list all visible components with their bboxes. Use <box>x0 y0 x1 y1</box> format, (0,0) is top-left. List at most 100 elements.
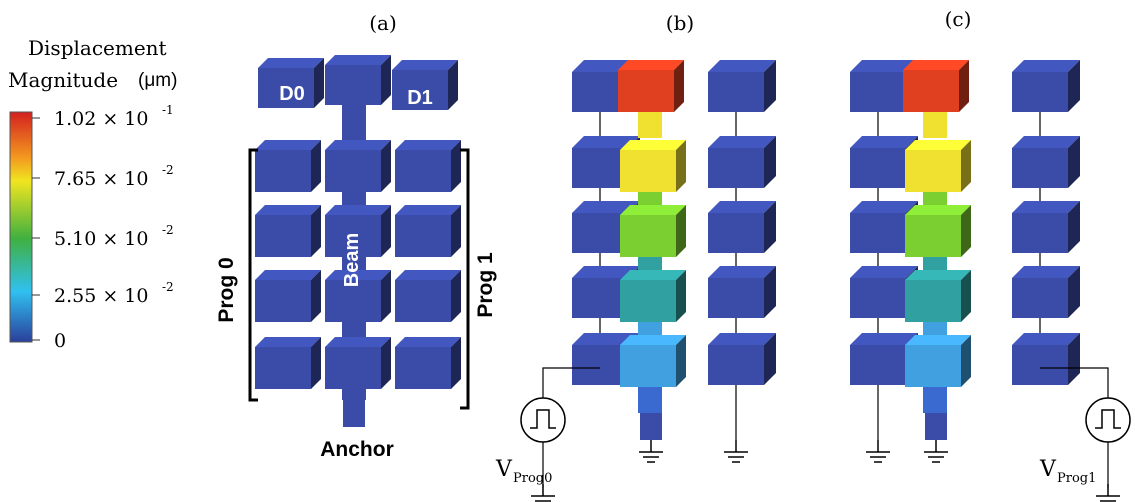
cube-front <box>1012 148 1068 188</box>
source-subscript: Prog0 <box>513 471 552 486</box>
cube-top <box>255 205 321 215</box>
source-subscript: Prog1 <box>1057 471 1096 486</box>
colorbar-tick-exponent: -2 <box>162 163 174 177</box>
colorbar-tick-label: 1.02 × 10 <box>54 108 148 130</box>
cube-top <box>325 205 391 215</box>
cube-top <box>325 140 391 150</box>
colorbar-tick-label: 7.65 × 10 <box>54 168 148 190</box>
colorbar-tick-label: 0 <box>54 330 66 352</box>
beam <box>923 383 947 413</box>
cube-front <box>620 280 676 322</box>
cube-top <box>850 201 918 213</box>
cube-front <box>708 148 764 188</box>
cube-front <box>708 278 764 318</box>
figure: (a) (b) (c) Displacement Magnitude (μm) … <box>0 0 1135 502</box>
cube-top <box>255 140 321 150</box>
cube-top <box>905 335 971 345</box>
cube-front <box>255 280 311 322</box>
cube-front <box>850 213 906 253</box>
cube-front <box>1012 278 1068 318</box>
cube-front <box>620 345 676 387</box>
cube-front <box>325 347 381 389</box>
colorbar <box>10 112 32 342</box>
cube-front <box>708 345 764 385</box>
cube-front <box>618 70 674 112</box>
cube-front <box>1012 345 1068 385</box>
colorbar-unit: (μm) <box>138 70 177 91</box>
colorbar-tick-exponent: -1 <box>162 103 174 117</box>
cube-top <box>258 58 324 68</box>
cube-front <box>255 347 311 389</box>
panel-label: (a) <box>369 11 397 35</box>
cube-top <box>392 60 458 70</box>
colorbar-tick-label: 5.10 × 10 <box>54 228 148 250</box>
bracket-label: Prog 0 <box>215 257 238 322</box>
cube-top <box>255 270 321 280</box>
cube-top <box>905 270 971 280</box>
cube-front <box>708 213 764 253</box>
cube-front <box>572 148 628 188</box>
cube-front <box>620 150 676 192</box>
cube-front <box>1012 213 1068 253</box>
cube-top <box>708 60 776 72</box>
cube-front <box>572 278 628 318</box>
cube-top <box>620 270 686 280</box>
source-symbol: V <box>1039 457 1057 482</box>
cube-front <box>395 215 451 257</box>
cube-top <box>325 337 391 347</box>
cube-front <box>395 347 451 389</box>
cube-top <box>620 205 686 215</box>
panel-label: (c) <box>945 7 972 31</box>
cube-top <box>905 140 971 150</box>
anchor-label: Anchor <box>320 438 394 461</box>
cube-front <box>905 150 961 192</box>
cube-top <box>850 136 918 148</box>
beam <box>923 108 947 138</box>
cube-front <box>903 70 959 112</box>
cube-top <box>620 335 686 345</box>
cube-top <box>395 140 461 150</box>
beam-label: Beam <box>341 233 363 287</box>
cube-front <box>708 72 764 112</box>
cube-front <box>572 213 628 253</box>
colorbar-tick-label: 2.55 × 10 <box>54 285 148 307</box>
cube-top <box>903 60 969 70</box>
beam <box>638 108 662 138</box>
source-symbol: V <box>495 457 513 482</box>
cube-front <box>850 148 906 188</box>
cube-top <box>620 140 686 150</box>
cube-front <box>325 65 381 105</box>
cube-front <box>325 150 381 192</box>
cube-front <box>572 345 628 385</box>
cube-label: D1 <box>407 87 433 109</box>
cube-label: D0 <box>279 83 305 105</box>
cube-front <box>1012 72 1068 112</box>
panel-label: (b) <box>666 11 694 35</box>
beam <box>638 383 662 413</box>
cube-front <box>850 72 906 112</box>
cube-top <box>708 136 776 148</box>
pulse-source <box>521 398 565 442</box>
colorbar-title: Displacement <box>28 36 167 60</box>
cube-front <box>255 150 311 192</box>
cube-front <box>850 278 906 318</box>
cube-top <box>325 55 391 65</box>
cube-front <box>905 215 961 257</box>
cube-top <box>255 337 321 347</box>
cube-top <box>708 201 776 213</box>
cube-front <box>620 215 676 257</box>
cube-front <box>905 345 961 387</box>
cube-top <box>905 205 971 215</box>
cube-top <box>395 337 461 347</box>
bracket <box>460 150 468 408</box>
colorbar-tick-exponent: -2 <box>162 280 174 294</box>
cube-front <box>395 280 451 322</box>
anchor <box>343 395 365 427</box>
cube-top <box>618 60 684 70</box>
cube-front <box>850 345 906 385</box>
cube-top <box>395 205 461 215</box>
colorbar-tick-exponent: -2 <box>162 223 174 237</box>
cube-top <box>395 270 461 280</box>
cube-front <box>255 215 311 257</box>
colorbar-title: Magnitude <box>8 68 118 92</box>
